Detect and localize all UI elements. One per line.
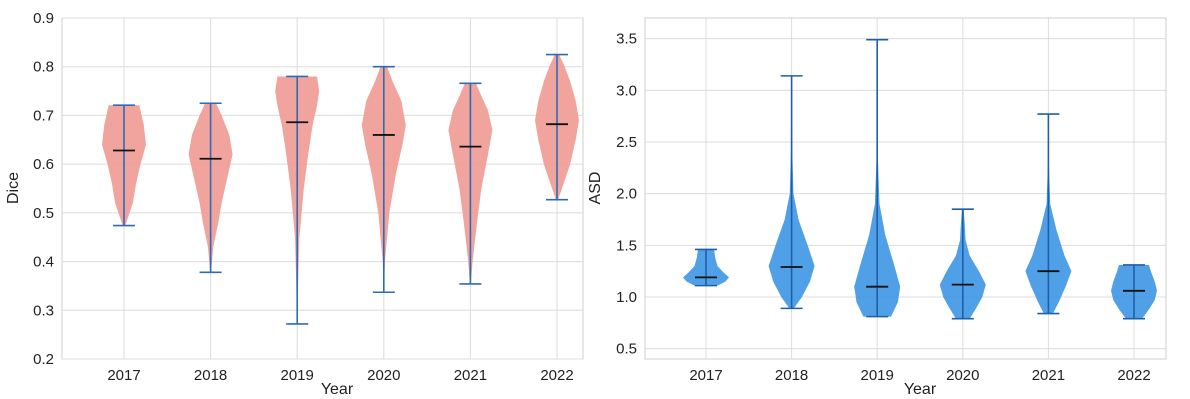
panel1-y-tick-label: 0.7 (33, 107, 54, 124)
panel2-y-axis-label: ASD (587, 172, 604, 205)
panel1-y-axis-label: Dice (5, 172, 22, 204)
panel2-x-tick-label: 2018 (775, 367, 808, 384)
panel2-y-tick-label: 0.5 (616, 341, 637, 358)
panel1-y-tick-label: 0.2 (33, 351, 54, 368)
panel2-x-tick-label: 2017 (689, 367, 722, 384)
panel1-x-tick-label: 2021 (454, 367, 487, 384)
panel2-y-tick-label: 1.5 (616, 237, 637, 254)
panel2-x-tick-label: 2021 (1032, 367, 1065, 384)
panel2-y-tick-label: 3.0 (616, 82, 637, 99)
panel1-x-axis-label: Year (321, 381, 354, 398)
panel2-x-tick-label: 2022 (1117, 367, 1150, 384)
panel1-x-tick-label: 2022 (540, 367, 573, 384)
panel1-x-tick-label: 2017 (107, 367, 140, 384)
panel2-x-tick-label: 2019 (861, 367, 894, 384)
panel2-x-tick-label: 2020 (946, 367, 979, 384)
panel1-x-tick-label: 2019 (281, 367, 314, 384)
panel1-y-tick-label: 0.9 (33, 10, 54, 27)
panel2-plot-area (644, 17, 1167, 360)
panel1-x-tick-label: 2018 (194, 367, 227, 384)
panel1-y-tick-label: 0.6 (33, 156, 54, 173)
panel1-y-tick-label: 0.4 (33, 254, 54, 271)
panel2-y-tick-label: 1.0 (616, 289, 637, 306)
panel2-y-tick-label: 2.5 (616, 134, 637, 151)
panel1-plot-area (61, 17, 584, 360)
panel2-x-axis-label: Year (904, 381, 937, 398)
panel2-y-tick-label: 3.5 (616, 31, 637, 48)
panel1-y-tick-label: 0.3 (33, 302, 54, 319)
panel2-y-tick-label: 2.0 (616, 186, 637, 203)
panel1-y-tick-label: 0.8 (33, 59, 54, 76)
panel1-x-tick-label: 2020 (367, 367, 400, 384)
panel1-y-tick-label: 0.5 (33, 205, 54, 222)
